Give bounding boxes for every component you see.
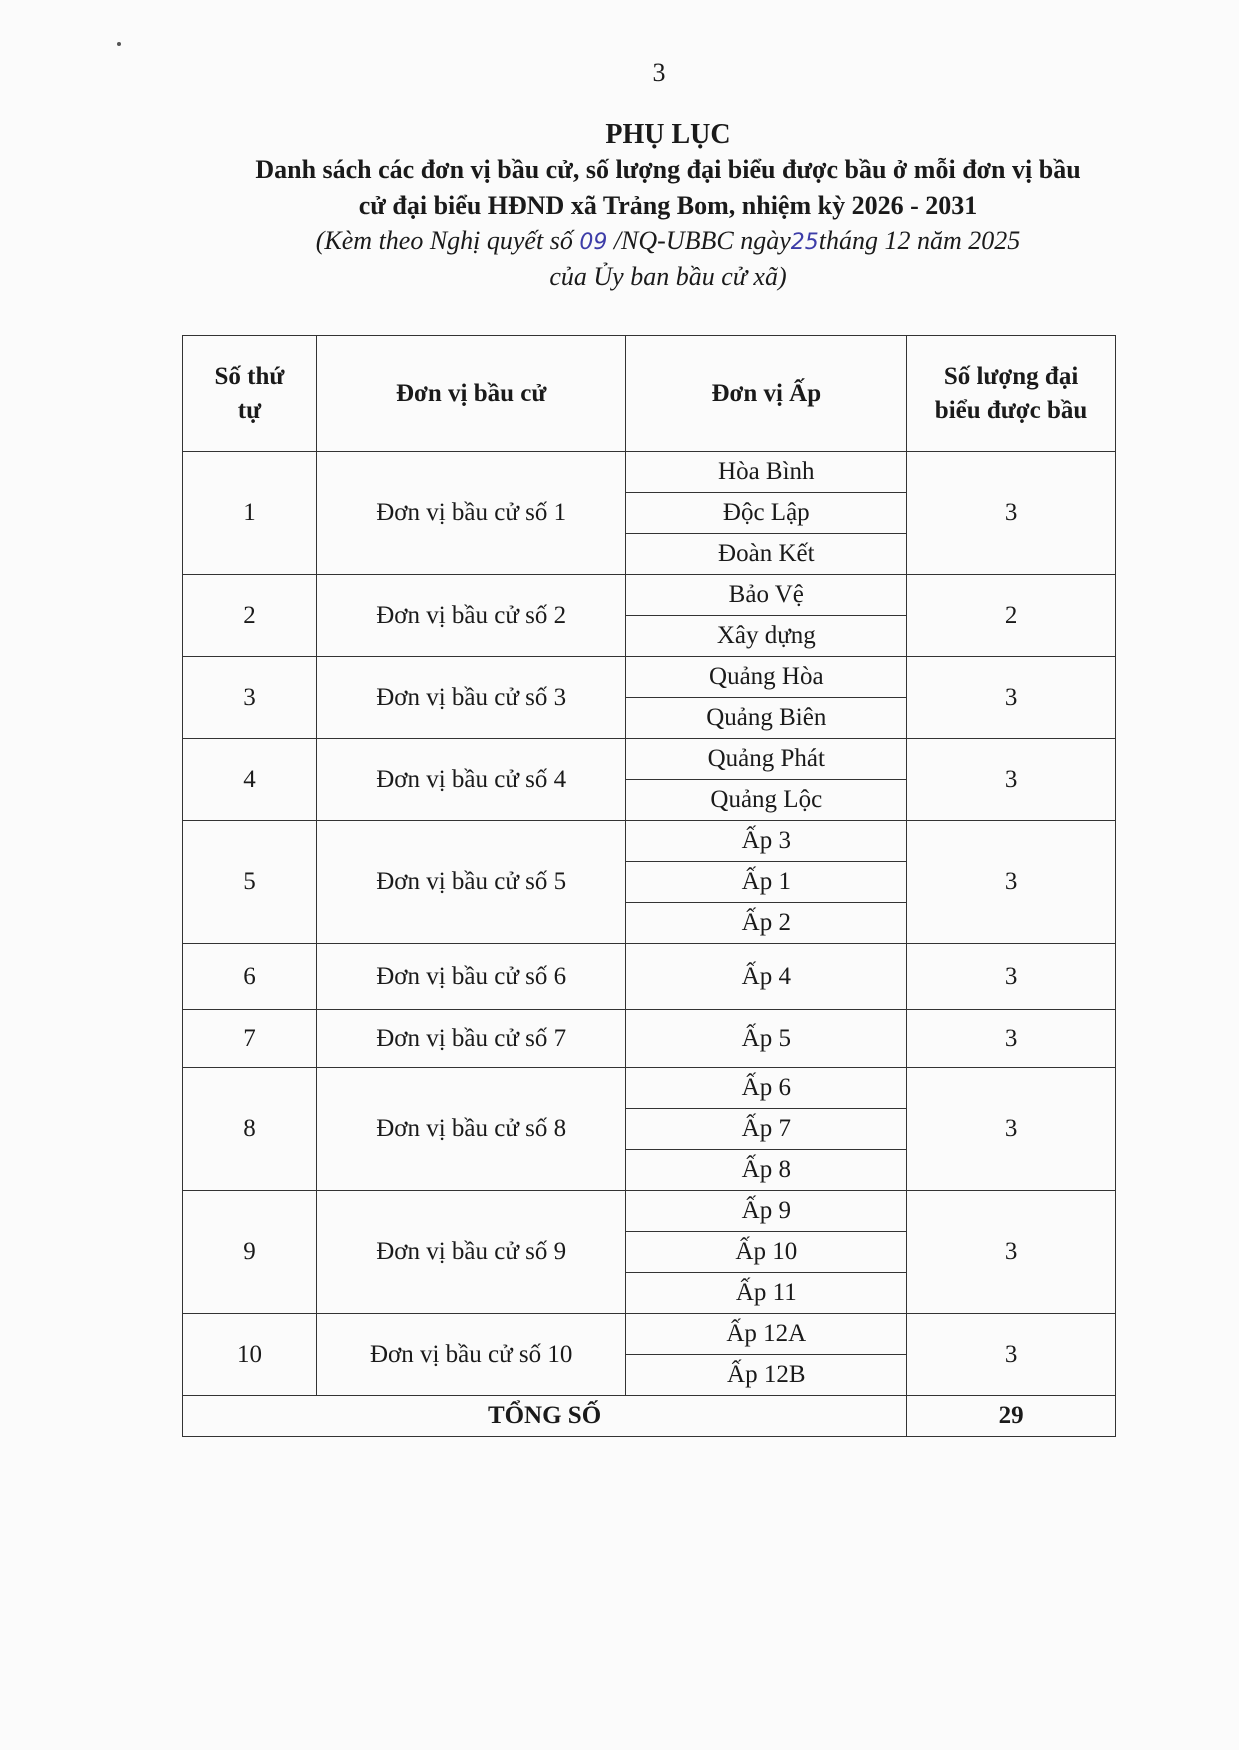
row-ap: Ấp 4 [625, 943, 908, 1010]
row-count: 3 [906, 820, 1116, 944]
row-ap: Ấp 6 [625, 1067, 908, 1109]
row-count: 3 [906, 1190, 1116, 1314]
table-header-row: Số thứ tự Đơn vị bầu cử Đơn vị Ấp Số lượ… [182, 335, 1116, 452]
row-unit: Đơn vị bầu cử số 8 [315, 1067, 627, 1191]
scan-speck [117, 42, 121, 46]
row-count: 3 [906, 1067, 1116, 1191]
row-ap: Bảo Vệ [625, 574, 908, 616]
row-unit: Đơn vị bầu cử số 1 [315, 451, 627, 575]
row-ap: Ấp 7 [625, 1108, 908, 1150]
header-stt: Số thứ tự [182, 335, 317, 452]
attachment-note-line-2: của Ủy ban bầu cử xã) [549, 262, 787, 291]
row-unit: Đơn vị bầu cử số 5 [315, 820, 627, 944]
row-ap: Ấp 3 [625, 820, 908, 862]
table-row: Ấp 12B [183, 1354, 1116, 1396]
document-heading: PHỤ LỤC Danh sách các đơn vị bầu cử, số … [150, 118, 1186, 294]
table-row: 4 Đơn vị bầu cử số 4 Quảng Phát 3 [182, 738, 1116, 821]
note-part-3: tháng 12 năm 2025 [818, 226, 1021, 255]
handwritten-number: 09 [579, 230, 608, 255]
row-unit: Đơn vị bầu cử số 6 [315, 943, 627, 1010]
row-stt: 7 [182, 1009, 317, 1068]
header-count: Số lượng đại biểu được bầu [906, 335, 1116, 452]
row-stt: 9 [182, 1190, 317, 1314]
row-count: 2 [906, 574, 1116, 657]
row-count: 3 [906, 656, 1116, 739]
row-unit: Đơn vị bầu cử số 3 [315, 656, 627, 739]
row-count: 3 [906, 451, 1116, 575]
table-row: Ấp 10 [183, 1231, 1116, 1273]
row-count: 3 [906, 943, 1116, 1010]
row-ap: Ấp 1 [625, 861, 908, 903]
row-ap: Quảng Phát [625, 738, 908, 780]
table-row: Xây dựng [183, 615, 1116, 657]
note-part-1: (Kèm theo Nghị quyết số [315, 226, 580, 255]
table-row: Ấp 11 [183, 1272, 1116, 1314]
handwritten-day: 25 [790, 230, 819, 255]
header-unit: Đơn vị bầu cử [315, 335, 627, 452]
row-ap: Ấp 8 [625, 1149, 908, 1191]
row-ap: Ấp 12A [625, 1313, 908, 1355]
row-ap: Độc Lập [625, 492, 908, 534]
table-row: 10 Đơn vị bầu cử số 10 Ấp 12A 3 [182, 1313, 1116, 1396]
row-stt: 3 [182, 656, 317, 739]
table-row: Ấp 1 [183, 861, 1116, 903]
subtitle-line-2: cử đại biểu HĐND xã Trảng Bom, nhiệm kỳ … [358, 191, 978, 220]
appendix-title: PHỤ LỤC [605, 119, 731, 150]
row-unit: Đơn vị bầu cử số 10 [315, 1313, 627, 1396]
row-unit: Đơn vị bầu cử số 9 [315, 1190, 627, 1314]
row-ap: Ấp 9 [625, 1190, 908, 1232]
row-stt: 4 [182, 738, 317, 821]
table-row: 2 Đơn vị bầu cử số 2 Bảo Vệ 2 [182, 574, 1116, 657]
row-ap: Quảng Lộc [625, 779, 908, 821]
total-row: TỔNG SỐ 29 [181, 1395, 1116, 1437]
row-stt: 2 [182, 574, 317, 657]
row-stt: 6 [182, 943, 317, 1010]
row-count: 3 [906, 1009, 1116, 1068]
subtitle-line-1: Danh sách các đơn vị bầu cử, số lượng đạ… [255, 155, 1081, 184]
row-count: 3 [906, 1313, 1116, 1396]
row-ap: Ấp 2 [625, 902, 908, 944]
row-stt: 8 [182, 1067, 317, 1191]
row-ap: Ấp 12B [625, 1354, 908, 1396]
row-ap: Ấp 5 [625, 1009, 908, 1068]
attachment-note: (Kèm theo Nghị quyết số 09 /NQ-UBBC ngày… [150, 224, 1186, 260]
page-number: 3 [652, 58, 666, 87]
total-value: 29 [906, 1395, 1116, 1437]
row-ap: Quảng Biên [625, 697, 908, 739]
row-stt: 5 [182, 820, 317, 944]
election-units-table: Số thứ tự Đơn vị bầu cử Đơn vị Ấp Số lượ… [181, 335, 1116, 1437]
row-unit: Đơn vị bầu cử số 7 [315, 1009, 627, 1068]
row-stt: 1 [182, 451, 317, 575]
table-row: Đoàn Kết [183, 533, 1116, 575]
header-ap: Đơn vị Ấp [625, 335, 908, 452]
note-part-2: /NQ-UBBC ngày [607, 226, 791, 255]
table-row: 1 Đơn vị bầu cử số 1 Hòa Bình 3 [182, 451, 1116, 575]
row-ap: Hòa Bình [625, 451, 908, 493]
row-unit: Đơn vị bầu cử số 2 [315, 574, 627, 657]
row-ap: Xây dựng [625, 615, 908, 657]
row-ap: Ấp 10 [625, 1231, 908, 1273]
row-stt: 10 [182, 1313, 317, 1396]
row-ap: Ấp 11 [625, 1272, 908, 1314]
table-row: 3 Đơn vị bầu cử số 3 Quảng Hòa 3 [182, 656, 1116, 739]
total-label: TỔNG SỐ [181, 1395, 908, 1437]
row-unit: Đơn vị bầu cử số 4 [315, 738, 627, 821]
row-ap: Đoàn Kết [625, 533, 908, 575]
row-count: 3 [906, 738, 1116, 821]
table-row: Độc Lập [183, 492, 1116, 534]
row-ap: Quảng Hòa [625, 656, 908, 698]
